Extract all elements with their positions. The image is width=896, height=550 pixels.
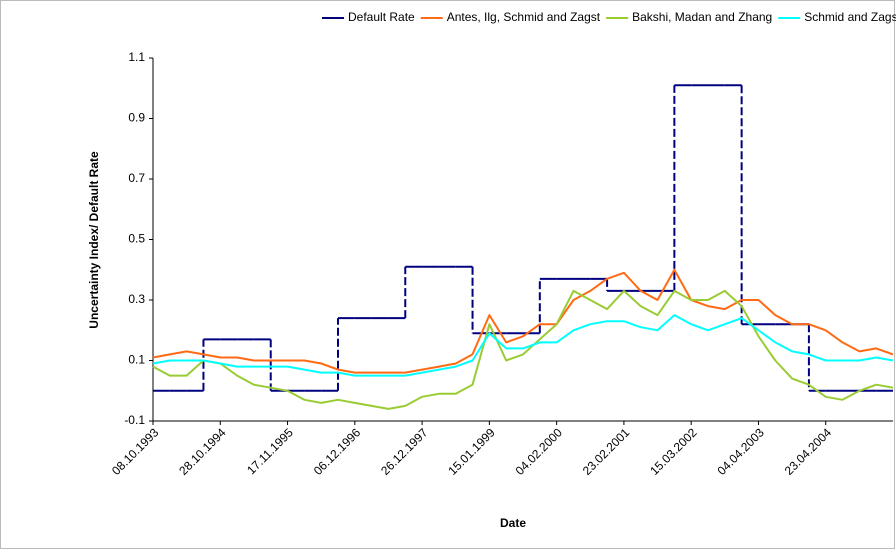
y-tick-label: 0.7 bbox=[128, 171, 145, 185]
y-tick-label: 0.1 bbox=[128, 353, 145, 367]
series-line bbox=[152, 289, 894, 410]
legend-label: Default Rate bbox=[348, 10, 415, 24]
y-axis-title: Uncertainty Index/ Default Rate bbox=[87, 151, 101, 329]
y-tick-label: -0.1 bbox=[124, 413, 145, 427]
series-line bbox=[152, 314, 894, 377]
y-tick-label: 0.5 bbox=[128, 232, 145, 246]
legend-label: Bakshi, Madan and Zhang bbox=[632, 10, 772, 24]
legend-label: Schmid and Zagst bbox=[804, 10, 896, 24]
y-tick-label: 1.1 bbox=[128, 50, 145, 64]
y-tick-label: 0.9 bbox=[128, 111, 145, 125]
legend-label: Antes, Ilg, Schmid and Zagst bbox=[447, 10, 601, 24]
y-tick-label: 0.3 bbox=[128, 292, 145, 306]
series-line bbox=[152, 268, 894, 374]
x-axis-title: Date bbox=[500, 516, 526, 530]
